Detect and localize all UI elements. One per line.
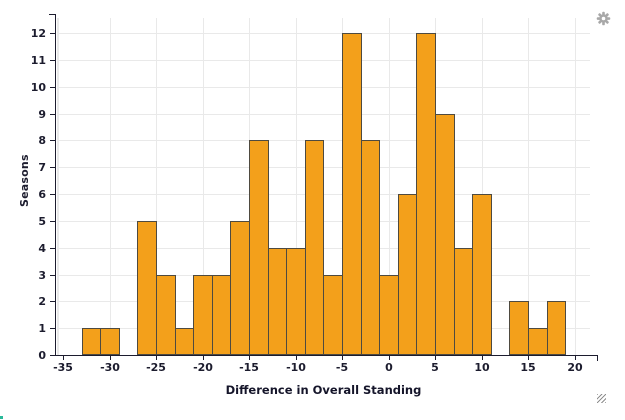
grid-line-vertical xyxy=(203,18,204,355)
grid-line-horizontal xyxy=(57,114,590,115)
x-tick-label: 0 xyxy=(385,361,393,374)
x-axis-title: Difference in Overall Standing xyxy=(225,383,422,397)
x-tick-label: 5 xyxy=(431,361,439,374)
histogram-bar[interactable] xyxy=(342,33,362,355)
plot-left-border xyxy=(57,18,59,355)
x-axis-end-tick xyxy=(597,355,598,361)
grid-line-horizontal xyxy=(57,87,590,88)
corner-dot xyxy=(0,416,3,419)
histogram-bar[interactable] xyxy=(547,301,566,355)
y-tick xyxy=(50,221,55,222)
histogram-bar[interactable] xyxy=(137,221,157,355)
y-tick-label: 8 xyxy=(38,134,46,147)
x-tick-label: -35 xyxy=(53,361,73,374)
histogram-bar[interactable] xyxy=(323,275,343,355)
y-tick xyxy=(50,140,55,141)
gear-icon xyxy=(596,11,611,26)
y-tick-label: 7 xyxy=(38,161,46,174)
grid-line-vertical xyxy=(528,18,529,355)
histogram-bar[interactable] xyxy=(175,328,194,355)
x-tick-label: -20 xyxy=(193,361,213,374)
histogram-bar[interactable] xyxy=(193,275,213,355)
y-tick xyxy=(50,60,55,61)
histogram-bar[interactable] xyxy=(509,301,529,355)
x-tick xyxy=(389,355,390,360)
histogram-bar[interactable] xyxy=(305,140,324,355)
y-axis-title: Seasons xyxy=(18,154,31,208)
y-tick xyxy=(50,194,55,195)
y-tick-label: 0 xyxy=(38,349,46,362)
y-tick xyxy=(50,33,55,34)
x-tick-label: 20 xyxy=(567,361,583,374)
y-tick xyxy=(50,355,55,356)
histogram-bar[interactable] xyxy=(454,248,473,355)
x-tick xyxy=(435,355,436,360)
y-tick xyxy=(50,328,55,329)
histogram-bar[interactable] xyxy=(361,140,380,355)
histogram-bar[interactable] xyxy=(472,194,492,355)
histogram-bar[interactable] xyxy=(416,33,436,355)
grid-line-vertical xyxy=(482,18,483,355)
y-tick xyxy=(50,87,55,88)
x-tick-label: 15 xyxy=(520,361,536,374)
histogram-bar[interactable] xyxy=(398,194,417,355)
y-tick-label: 11 xyxy=(30,54,46,67)
histogram-bar[interactable] xyxy=(212,275,231,355)
histogram-bar[interactable] xyxy=(528,328,548,355)
y-axis-line xyxy=(55,14,56,356)
x-tick xyxy=(575,355,576,360)
x-tick-label: -30 xyxy=(100,361,120,374)
y-tick xyxy=(50,114,55,115)
histogram-bar[interactable] xyxy=(156,275,176,355)
y-tick-label: 6 xyxy=(38,188,46,201)
grid-line-vertical xyxy=(575,18,576,355)
x-tick xyxy=(296,355,297,360)
x-tick xyxy=(528,355,529,360)
settings-gear-icon[interactable] xyxy=(596,11,611,26)
grid-line-horizontal xyxy=(57,60,590,61)
x-tick xyxy=(63,355,64,360)
x-axis-line xyxy=(55,355,598,356)
resize-handle-icon[interactable] xyxy=(597,394,606,403)
x-tick-label: -15 xyxy=(239,361,259,374)
histogram-bar[interactable] xyxy=(286,248,306,355)
grid-line-vertical xyxy=(156,18,157,355)
x-tick-label: 10 xyxy=(474,361,490,374)
histogram-bar[interactable] xyxy=(379,275,399,355)
histogram-bar[interactable] xyxy=(249,140,269,355)
y-tick-label: 9 xyxy=(38,108,46,121)
y-axis-end-tick xyxy=(49,14,55,15)
x-tick xyxy=(342,355,343,360)
grid-line-horizontal xyxy=(57,33,590,34)
y-tick-label: 4 xyxy=(38,242,46,255)
x-tick xyxy=(249,355,250,360)
y-tick xyxy=(50,275,55,276)
y-tick-label: 10 xyxy=(30,81,46,94)
y-tick xyxy=(50,301,55,302)
y-tick-label: 5 xyxy=(38,215,46,228)
histogram-bar[interactable] xyxy=(82,328,101,355)
x-tick xyxy=(156,355,157,360)
y-tick-label: 3 xyxy=(38,269,46,282)
grid-line-vertical xyxy=(389,18,390,355)
x-tick xyxy=(110,355,111,360)
y-tick xyxy=(50,248,55,249)
x-tick-label: -5 xyxy=(335,361,349,374)
x-tick xyxy=(482,355,483,360)
x-tick-label: -25 xyxy=(146,361,166,374)
x-tick-label: -10 xyxy=(286,361,306,374)
y-tick-label: 2 xyxy=(38,295,46,308)
histogram-bar[interactable] xyxy=(230,221,250,355)
histogram-bar[interactable] xyxy=(435,114,455,355)
y-tick xyxy=(50,167,55,168)
x-tick xyxy=(203,355,204,360)
y-tick-label: 1 xyxy=(38,322,46,335)
histogram-bar[interactable] xyxy=(268,248,287,355)
grid-line-vertical xyxy=(296,18,297,355)
histogram-bar[interactable] xyxy=(100,328,120,355)
y-tick-label: 12 xyxy=(30,27,46,40)
grid-line-vertical xyxy=(110,18,111,355)
